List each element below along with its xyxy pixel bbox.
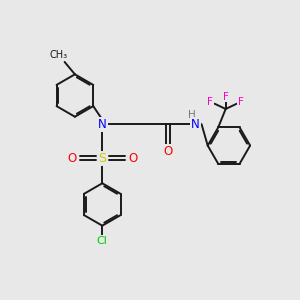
Text: F: F (207, 98, 213, 107)
Text: N: N (98, 118, 107, 130)
Text: O: O (163, 145, 172, 158)
Text: O: O (67, 152, 76, 165)
Text: N: N (191, 118, 200, 130)
Text: O: O (128, 152, 137, 165)
Text: Cl: Cl (97, 236, 108, 246)
Text: CH₃: CH₃ (50, 50, 68, 60)
Text: H: H (188, 110, 196, 120)
Text: F: F (223, 92, 229, 102)
Text: S: S (98, 152, 106, 165)
Text: F: F (238, 98, 244, 107)
